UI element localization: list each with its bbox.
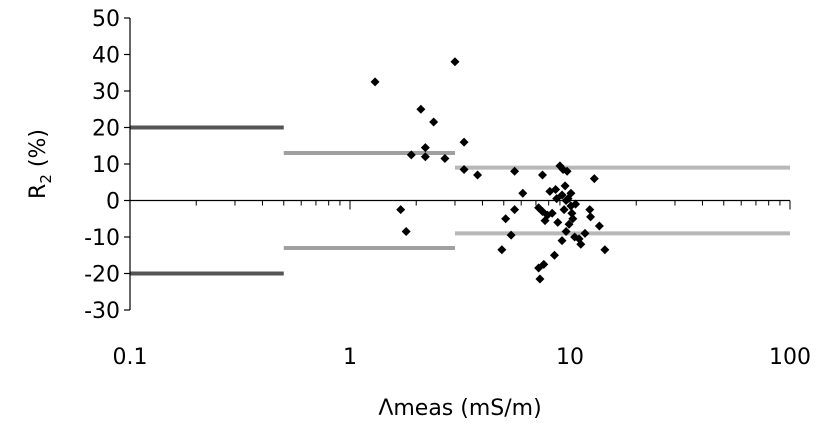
y-tick-label: -20 bbox=[84, 263, 120, 288]
data-point bbox=[396, 205, 406, 215]
data-point bbox=[553, 217, 563, 227]
data-point bbox=[510, 166, 520, 176]
y-tick-label: 30 bbox=[92, 80, 120, 105]
data-point bbox=[420, 143, 430, 153]
x-tick-label: 0.1 bbox=[113, 345, 148, 370]
y-tick-label: 10 bbox=[92, 153, 120, 178]
data-point bbox=[561, 227, 571, 237]
data-point bbox=[589, 174, 599, 184]
data-point bbox=[566, 188, 576, 198]
data-point bbox=[580, 228, 590, 238]
data-point bbox=[539, 259, 549, 269]
tick-labels: -30 -20 -10 0 10 20 30 40 50 0.1 1 10 100 bbox=[84, 7, 811, 370]
data-point bbox=[560, 181, 570, 191]
data-point bbox=[586, 212, 596, 222]
x-axis-title: Λmeas (mS/m) bbox=[378, 396, 541, 421]
data-point bbox=[497, 245, 507, 255]
data-point bbox=[568, 214, 578, 224]
y-axis-title: R2 (%) bbox=[26, 129, 55, 199]
data-point bbox=[510, 205, 520, 215]
data-point bbox=[557, 236, 567, 246]
data-point bbox=[561, 196, 571, 205]
x-tick-label: 100 bbox=[769, 345, 811, 370]
data-point bbox=[459, 164, 469, 174]
data-point bbox=[473, 170, 483, 180]
x-tick-label: 10 bbox=[556, 345, 584, 370]
data-point bbox=[559, 205, 569, 215]
data-point bbox=[571, 199, 581, 209]
y-axis-title-suffix: (%) bbox=[26, 129, 51, 174]
data-point bbox=[429, 117, 439, 127]
data-point bbox=[450, 57, 460, 67]
data-point bbox=[552, 194, 562, 204]
data-point bbox=[506, 230, 516, 240]
y-axis-title-subscript: 2 bbox=[37, 174, 55, 184]
data-point bbox=[416, 104, 426, 114]
data-point bbox=[576, 239, 586, 249]
data-point bbox=[459, 137, 469, 147]
data-point bbox=[518, 188, 528, 198]
y-tick-label: 0 bbox=[106, 190, 120, 215]
axes bbox=[124, 17, 791, 311]
data-point bbox=[420, 152, 430, 162]
y-tick-label: 40 bbox=[92, 44, 120, 69]
data-point bbox=[538, 170, 548, 180]
data-point bbox=[594, 221, 604, 231]
y-tick-label: -30 bbox=[84, 299, 120, 324]
data-point bbox=[564, 219, 574, 229]
data-point bbox=[440, 154, 450, 164]
data-point bbox=[406, 150, 416, 160]
data-point bbox=[547, 208, 557, 218]
y-tick-label: 50 bbox=[92, 7, 120, 32]
data-point bbox=[535, 274, 545, 284]
data-point bbox=[540, 216, 550, 226]
data-point bbox=[585, 205, 595, 215]
y-tick-label: -10 bbox=[84, 226, 120, 251]
data-point bbox=[501, 214, 511, 224]
data-point bbox=[567, 208, 577, 218]
data-point bbox=[401, 227, 411, 237]
y-axis-title-main: R bbox=[26, 184, 51, 199]
data-point bbox=[562, 166, 572, 176]
x-tick-label: 1 bbox=[343, 345, 357, 370]
data-point bbox=[370, 77, 380, 87]
data-points bbox=[370, 57, 610, 284]
y-tick-label: 20 bbox=[92, 117, 120, 142]
data-point bbox=[551, 185, 561, 195]
data-point bbox=[549, 250, 559, 260]
data-point bbox=[600, 245, 610, 255]
